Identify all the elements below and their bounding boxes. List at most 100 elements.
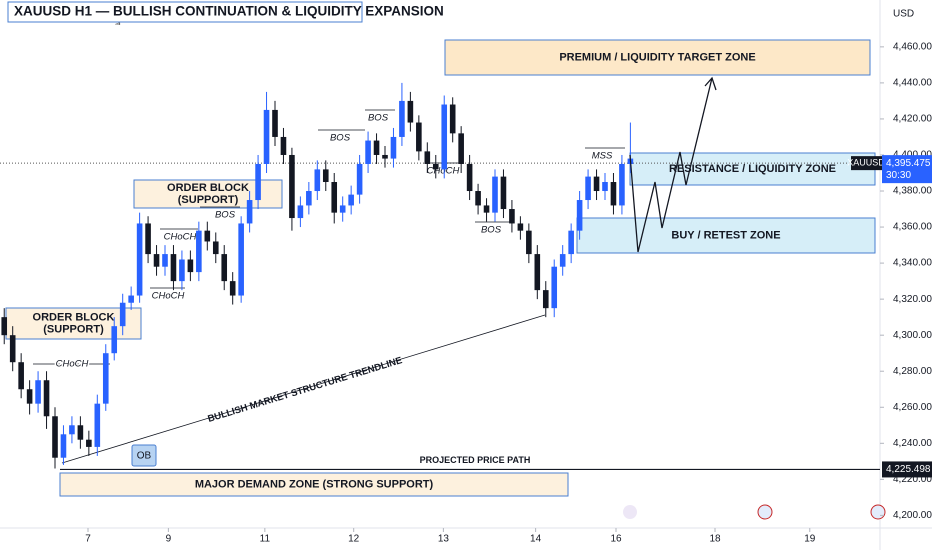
candle-body — [551, 266, 558, 309]
candle-body — [119, 302, 126, 327]
candle-body — [238, 223, 244, 296]
x-tick-label: 12 — [348, 534, 360, 545]
candle-body — [102, 353, 109, 404]
zone-label: PREMIUM / LIQUIDITY TARGET ZONE — [559, 51, 755, 63]
price-box — [882, 155, 932, 184]
candle-body — [162, 254, 168, 267]
y-tick-label: 4,420.000 — [893, 114, 932, 125]
candle-body — [356, 163, 363, 195]
candle-body — [35, 380, 41, 404]
structure-label: BOS — [481, 225, 502, 236]
y-tick-label: 4,340.000 — [893, 258, 932, 269]
candle-body — [196, 230, 202, 273]
zone-label: ORDER BLOCK — [167, 182, 249, 194]
candle-body — [52, 416, 58, 458]
y-tick-label: 4,240.000 — [893, 438, 932, 449]
candle-body — [272, 109, 278, 137]
x-tick-label: 14 — [530, 534, 542, 545]
candle-body — [399, 100, 405, 137]
x-tick-label: 19 — [804, 534, 816, 545]
candle-body — [517, 223, 524, 231]
structure-label: CHoCH — [152, 291, 185, 302]
x-tick-label: 11 — [260, 534, 271, 545]
candle-body — [585, 176, 591, 201]
icons — [623, 504, 886, 520]
level-box — [882, 461, 932, 478]
event-icon — [870, 504, 886, 520]
zone-label: (SUPPORT) — [178, 194, 239, 206]
candle-body — [306, 191, 312, 206]
candle-body — [373, 140, 380, 155]
candle-body — [559, 254, 566, 267]
candle-body — [263, 109, 270, 164]
candle-body — [179, 259, 185, 282]
y-tick-label: 4,220.000 — [893, 474, 932, 485]
trendline — [61, 314, 546, 464]
projected-path-label: PROJECTED PRICE PATH — [420, 455, 531, 465]
candle-body — [432, 163, 439, 170]
zone — [576, 217, 876, 254]
x-tick-label: 13 — [438, 534, 450, 545]
x-tick-label: 18 — [709, 534, 721, 545]
candle-body — [576, 200, 583, 231]
candle-body — [441, 104, 448, 170]
candle-body — [246, 200, 253, 224]
candle-body — [297, 205, 304, 219]
x-tick-label: 16 — [610, 534, 622, 545]
structure-label: BOS — [330, 133, 351, 144]
y-tick-label: 4,200.000 — [893, 510, 932, 521]
candle-body — [128, 295, 134, 303]
zone — [5, 307, 142, 340]
candle-body — [466, 163, 473, 192]
zone-label: RESISTANCE / LIQUIDITY ZONE — [669, 163, 836, 175]
candle-body — [593, 176, 600, 192]
candle-body — [86, 439, 92, 447]
candle-body — [610, 182, 617, 206]
structure-label: CHoCH — [56, 359, 89, 370]
zone-label: MAJOR DEMAND ZONE (STRONG SUPPORT) — [195, 478, 434, 490]
candle-body — [229, 281, 236, 296]
y-tick-label: 4,320.000 — [893, 294, 932, 305]
candle-body — [407, 100, 414, 123]
candle-body — [458, 133, 464, 164]
structure-label: CHoCH — [427, 166, 460, 177]
zone — [59, 472, 569, 497]
candle-body — [9, 335, 16, 363]
ob-box — [131, 444, 157, 467]
candle-body — [509, 209, 515, 224]
candle-body — [348, 194, 354, 206]
structure-label: BOS — [215, 210, 236, 221]
candle-body — [94, 403, 101, 447]
zone — [444, 39, 871, 76]
candle-body — [111, 326, 118, 354]
y-tick-label: 4,280.000 — [893, 366, 932, 377]
chart-title: XAUUSD H1 — BULLISH CONTINUATION & LIQUI… — [14, 4, 444, 19]
candle-body — [43, 380, 50, 417]
zone-label: (SUPPORT) — [43, 323, 104, 335]
event-icon — [757, 504, 773, 520]
candle-body — [534, 254, 541, 291]
candle-body — [390, 136, 397, 159]
y-tick-label: 4,260.000 — [893, 402, 932, 413]
candle-body — [483, 205, 490, 213]
zone — [629, 152, 876, 186]
candle-body — [60, 434, 67, 458]
title-box — [7, 1, 363, 23]
y-tick-label: 4,300.000 — [893, 330, 932, 341]
candle-body — [492, 176, 498, 213]
candle-body — [69, 425, 75, 435]
x-tick-label: 7 — [85, 534, 91, 545]
symbol-box — [851, 156, 882, 171]
candle-body — [339, 205, 346, 213]
structure-label: BOS — [368, 113, 389, 124]
candle-body — [331, 182, 338, 213]
candle-body — [221, 254, 228, 282]
candle-body — [1, 317, 8, 336]
ob-label: OB — [137, 451, 152, 462]
candle-body — [475, 191, 481, 206]
y-tick-label: 4,380.000 — [893, 186, 932, 197]
candle-body — [602, 182, 608, 192]
x-tick-label: 9 — [166, 534, 172, 545]
candle-body — [449, 104, 456, 134]
